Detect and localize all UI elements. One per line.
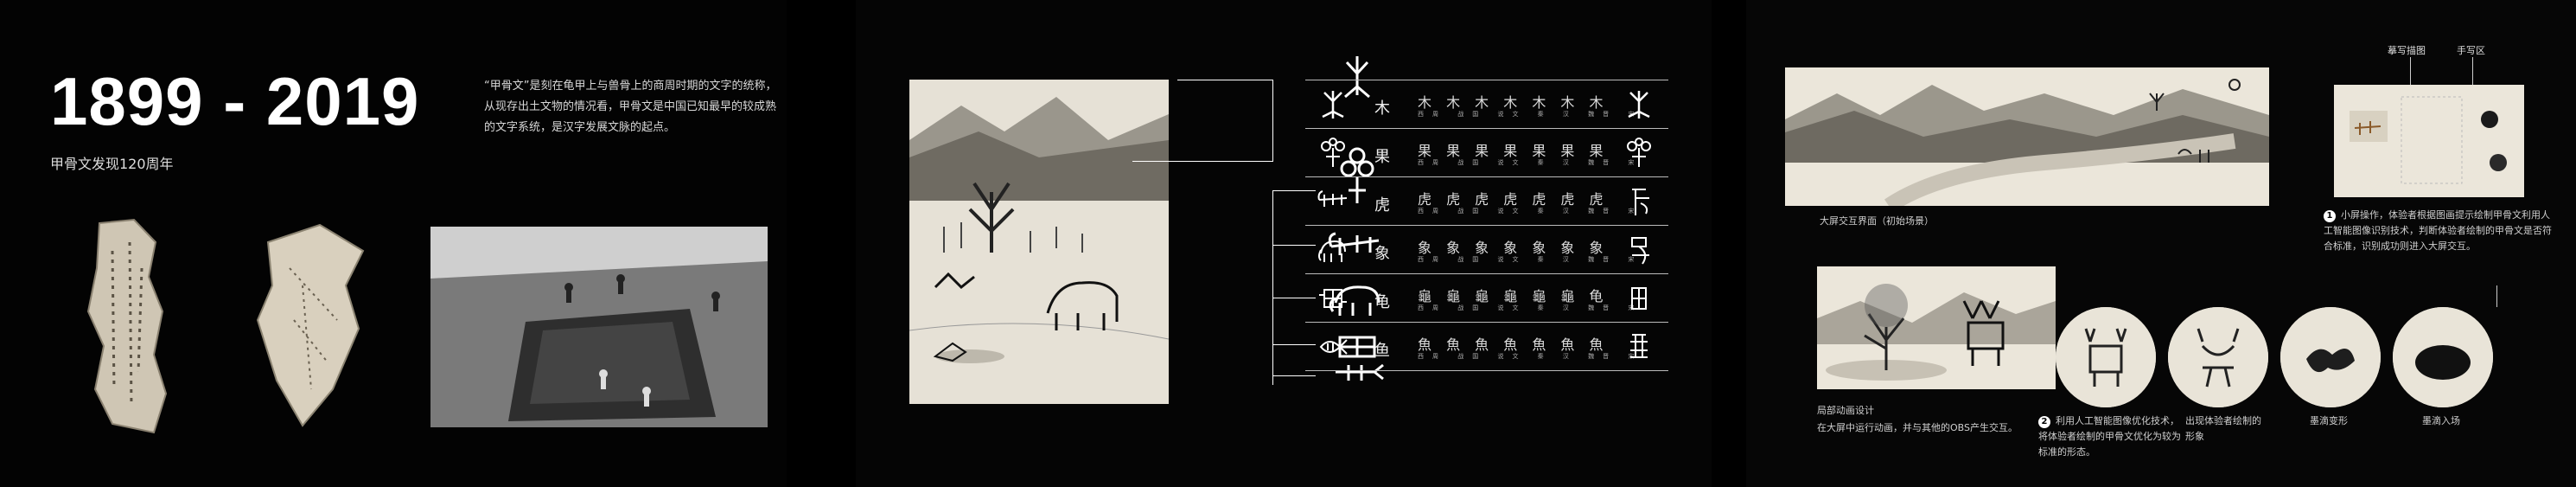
evolution-sequence: 魚 魚 魚 魚 魚 魚 魚 [1418,336,1609,353]
connector-line [2410,57,2411,92]
page-title: 1899 - 2019 [50,63,420,139]
step-1-description: 小屏操作，体验者根据图画提示绘制甲骨文利用人工智能图像识别技术，判断体验者绘制的… [2324,209,2552,252]
character-evolution-table: 木 木 木 木 木 木 木 木 西周 战国 说文 秦 汉 魏晋 宋 果 果 果 … [1305,80,1668,388]
table-row: 果 果 果 果 果 果 果 果 西周 战国 说文 秦 汉 魏晋 宋 [1305,128,1668,177]
evolution-sequence: 果 果 果 果 果 果 果 [1418,143,1609,159]
modern-fruit-icon [1627,138,1651,167]
tab-copy-label[interactable]: 摹写描图 [2388,45,2426,56]
excavation-photo [430,227,768,427]
oracle-fish-icon [1319,339,1348,355]
connector-line [2472,57,2473,92]
char-label: 龟 [1374,293,1390,311]
modern-turtle-icon [1631,287,1647,310]
connector-line [1272,344,1316,345]
tab-write-label[interactable]: 手写区 [2457,45,2485,56]
step-number: 1 [2324,210,2336,222]
modern-elephant-icon [1631,237,1649,265]
c1-caption: 出现体验者绘制的形象 [2185,415,2261,442]
table-bottom-border [1305,370,1668,372]
main-screen-caption: 大屏交互界面（初始场景） [1820,215,1934,227]
modern-fish-icon [1630,334,1648,358]
evolution-sequence: 象 象 象 象 象 象 象 [1418,240,1609,256]
modern-tiger-icon [1632,189,1649,215]
step-2-text: 2 利用人工智能图像优化技术，将体验者绘制的甲骨文优化为较为标准的形态。 [2038,413,2185,460]
era-labels: 西周 战国 说文 秦 汉 魏晋 宋 [1418,159,1643,166]
evolution-sequence: 龜 龜 龜 龜 龜 龜 龟 [1418,288,1609,304]
evolution-sequence: 木 木 木 木 木 木 木 [1418,94,1609,111]
char-label: 木 [1374,99,1390,118]
c2-caption: 墨滴变形 [2310,415,2348,426]
oracle-tiger-icon [1317,190,1348,207]
panel-evolution: 木 木 木 木 木 木 木 木 西周 战国 说文 秦 汉 魏晋 宋 果 果 果 … [856,0,1712,487]
small-screen-device [2334,85,2524,197]
char-label: 鱼 [1374,342,1390,360]
step-1-text: 1 小屏操作，体验者根据图画提示绘制甲骨文利用人工智能图像识别技术，判断体验者绘制… [2324,208,2557,254]
panel-interaction: 大屏交互界面（初始场景） 摹写描图 手写区 1 小屏操作，体验者根据图画提示绘制甲… [1746,0,2576,487]
connector-line [1272,190,1273,385]
table-row: 木 木 木 木 木 木 木 木 西周 战国 说文 秦 汉 魏晋 宋 [1305,80,1668,129]
main-screen-landscape [1785,67,2269,206]
ink-drop-circle [2393,307,2493,407]
panel-history: 1899 - 2019 甲骨文发现120周年 “甲骨文”是刻在龟甲上与兽骨上的商… [0,0,787,487]
table-row: 鱼 魚 魚 魚 魚 魚 魚 魚 西周 战国 说文 秦 汉 魏晋 宋 [1305,322,1668,371]
intro-text: “甲骨文”是刻在龟甲上与兽骨上的商周时期的文字的统称，从现存出土文物的情况看，甲… [484,80,777,134]
char-label: 虎 [1374,196,1390,215]
deer-glyph-circle [2056,307,2156,407]
table-row: 龟 龜 龜 龜 龜 龜 龜 龟 西周 战国 说文 秦 汉 魏晋 宋 [1305,273,1668,323]
table-row: 象 象 象 象 象 象 象 象 西周 战国 说文 秦 汉 魏晋 宋 [1305,225,1668,274]
tortoise-shell-image [256,223,365,427]
evolution-sequence: 虎 虎 虎 虎 虎 虎 虎 [1418,191,1609,208]
connector-line [2496,285,2497,307]
step-number: 2 [2038,416,2050,428]
page-subtitle: 甲骨文发现120周年 [50,156,174,172]
era-labels: 西周 战国 说文 秦 汉 魏晋 宋 [1418,304,1643,311]
experiencer-figure-circle [2168,307,2268,407]
era-labels: 西周 战国 说文 秦 汉 魏晋 宋 [1418,353,1643,360]
local-anim-title: 局部动画设计 [1817,405,1874,416]
era-labels: 西周 战国 说文 秦 汉 魏晋 宋 [1418,111,1643,118]
era-labels: 西周 战国 说文 秦 汉 魏晋 宋 [1418,256,1643,263]
ink-transform-circle [2280,307,2381,407]
step-2-description: 利用人工智能图像优化技术，将体验者绘制的甲骨文优化为较为标准的形态。 [2038,415,2181,458]
oracle-glyph-column [1328,56,1384,381]
ink-landscape-painting [909,80,1169,404]
oracle-fruit-icon [1321,138,1345,167]
local-anim-desc: 在大屏中运行动画，并与其他的OBS产生交互。 [1817,422,2018,433]
oracle-elephant-icon [1318,240,1346,262]
oracle-turtle-icon [1319,289,1347,308]
connector-line [1272,375,1316,376]
oracle-bone-image [86,218,168,434]
table-row: 虎 虎 虎 虎 虎 虎 虎 虎 西周 战国 说文 秦 汉 魏晋 宋 [1305,176,1668,226]
modern-tree-icon [1628,91,1650,119]
char-label: 象 [1374,245,1390,263]
animation-screen [1817,266,2056,389]
era-labels: 西周 战国 说文 秦 汉 魏晋 宋 [1418,208,1643,215]
c3-caption: 墨滴入场 [2422,415,2460,426]
oracle-tree-icon [1322,91,1344,119]
connector-line [1132,161,1273,162]
char-label: 果 [1374,148,1390,166]
connector-line [1272,190,1316,191]
connector-line [1272,80,1273,162]
connector-line [1272,245,1316,246]
